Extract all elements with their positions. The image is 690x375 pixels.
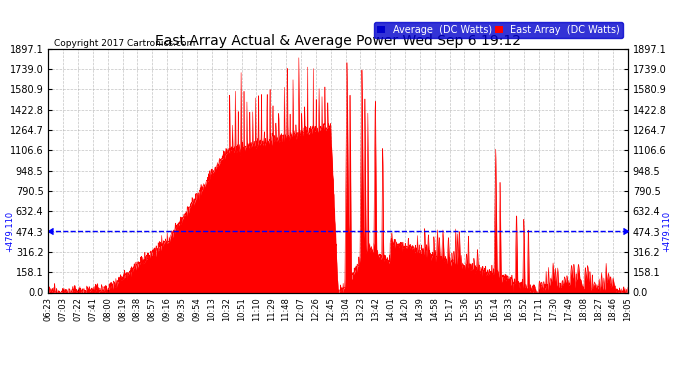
Title: East Array Actual & Average Power Wed Sep 6 19:12: East Array Actual & Average Power Wed Se… — [155, 34, 521, 48]
Text: +479.110: +479.110 — [5, 210, 14, 252]
Text: +479.110: +479.110 — [662, 210, 671, 252]
Legend: Average  (DC Watts), East Array  (DC Watts): Average (DC Watts), East Array (DC Watts… — [374, 22, 623, 38]
Text: Copyright 2017 Cartronics.com: Copyright 2017 Cartronics.com — [54, 39, 195, 48]
